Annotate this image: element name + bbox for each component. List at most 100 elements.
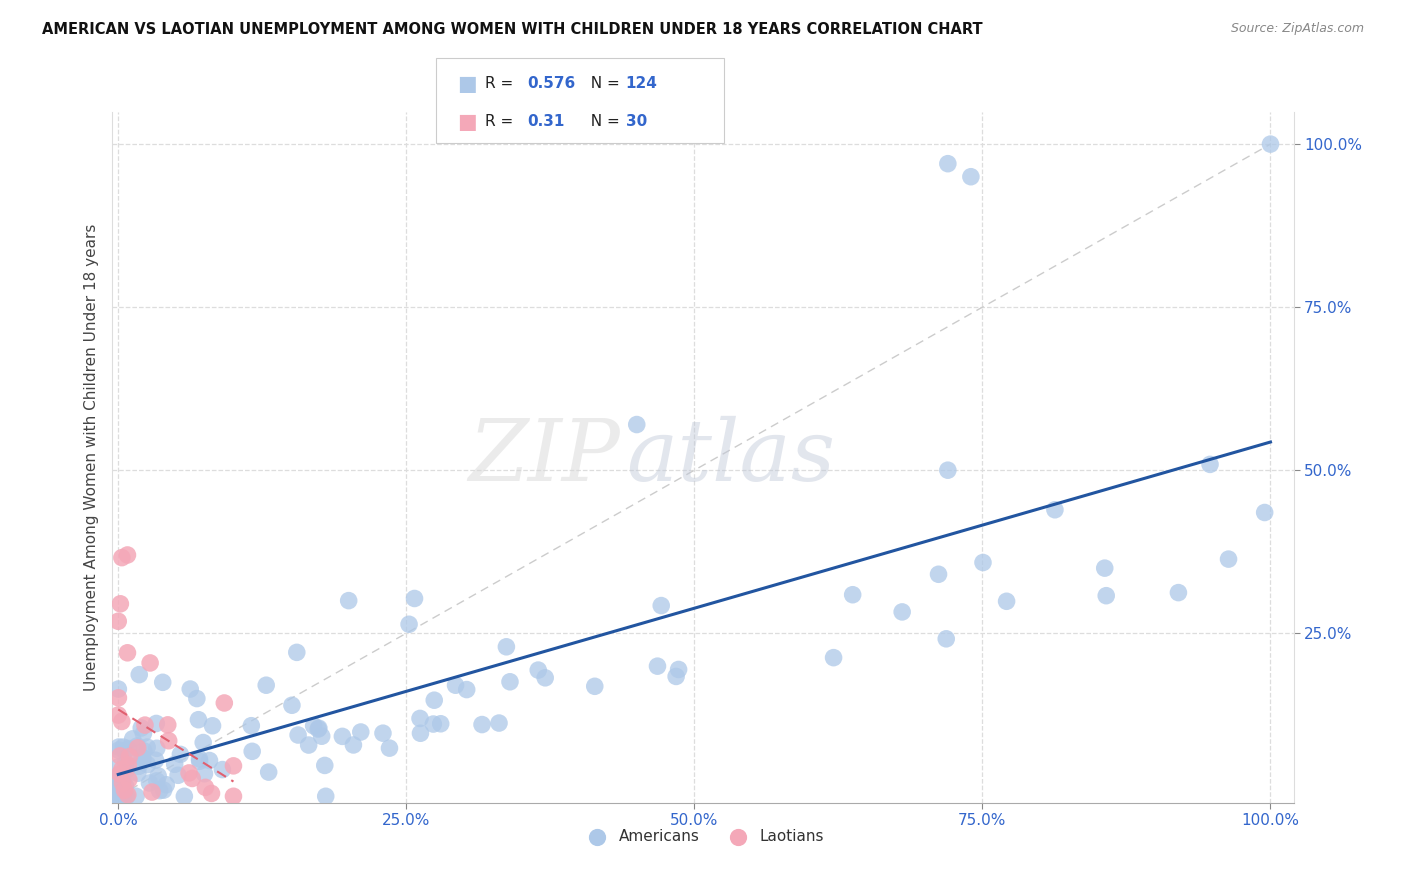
Point: [173, 789, 195, 804]
Point: [193, 735, 215, 749]
Point: [995, 594, 1018, 608]
Point: [141, 785, 163, 799]
Point: [111, 776, 134, 790]
Point: [1218, 552, 1240, 566]
Point: [257, 765, 280, 780]
Point: [107, 681, 129, 696]
Point: [145, 716, 167, 731]
Point: [972, 556, 994, 570]
Point: [960, 169, 983, 184]
Point: [127, 739, 149, 753]
Text: 0.576: 0.576: [527, 76, 575, 91]
Point: [928, 567, 950, 582]
Point: [404, 591, 426, 606]
Point: [841, 588, 863, 602]
Text: atlas: atlas: [626, 416, 835, 499]
Point: [488, 716, 510, 731]
Point: [1199, 458, 1222, 472]
Point: [422, 717, 444, 731]
Point: [287, 728, 309, 742]
Point: [107, 776, 129, 790]
Point: [668, 663, 690, 677]
Point: [311, 729, 333, 743]
Point: [1260, 137, 1282, 152]
Point: [107, 614, 129, 628]
Point: [1043, 502, 1066, 516]
Point: [152, 783, 174, 797]
Point: [332, 730, 354, 744]
Point: [157, 733, 180, 747]
Point: [240, 719, 263, 733]
Point: [115, 789, 138, 804]
Point: [136, 740, 159, 755]
Text: 0.31: 0.31: [527, 114, 565, 129]
Point: [583, 679, 606, 693]
Point: [936, 463, 959, 477]
Point: [148, 783, 170, 797]
Point: [131, 750, 153, 764]
Point: [107, 789, 129, 804]
Point: [114, 783, 136, 797]
Point: [125, 789, 148, 804]
Point: [108, 739, 131, 754]
Point: [145, 753, 167, 767]
Point: [211, 763, 233, 777]
Point: [187, 713, 209, 727]
Point: [254, 678, 277, 692]
Point: [127, 740, 149, 755]
Point: [285, 645, 308, 659]
Point: [177, 765, 200, 780]
Point: [112, 789, 135, 804]
Text: AMERICAN VS LAOTIAN UNEMPLOYMENT AMONG WOMEN WITH CHILDREN UNDER 18 YEARS CORREL: AMERICAN VS LAOTIAN UNEMPLOYMENT AMONG W…: [42, 22, 983, 37]
Point: [307, 722, 329, 736]
Point: [200, 787, 222, 801]
Point: [117, 788, 139, 802]
Point: [665, 669, 688, 683]
Point: [107, 772, 129, 787]
Point: [107, 789, 129, 804]
Point: [138, 776, 160, 790]
Point: [107, 690, 129, 705]
Point: [112, 740, 135, 755]
Point: [198, 754, 221, 768]
Point: [128, 759, 150, 773]
Point: [534, 671, 557, 685]
Point: [650, 599, 672, 613]
Point: [108, 768, 131, 782]
Point: [107, 770, 129, 784]
Point: [423, 693, 446, 707]
Point: [409, 711, 432, 725]
Point: [111, 550, 134, 565]
Point: [108, 748, 131, 763]
Text: ZIP: ZIP: [468, 416, 620, 499]
Point: [444, 678, 467, 692]
Point: [308, 721, 330, 735]
Point: [146, 773, 169, 788]
Point: [1253, 506, 1275, 520]
Point: [222, 789, 245, 804]
Point: [337, 593, 360, 607]
Point: [409, 726, 432, 740]
Point: [1094, 561, 1116, 575]
Point: [111, 774, 134, 789]
Point: [188, 752, 211, 766]
Point: [107, 760, 129, 774]
Point: [314, 758, 336, 772]
Point: [146, 741, 169, 756]
Point: [240, 744, 263, 758]
Text: R =: R =: [485, 76, 519, 91]
Point: [132, 751, 155, 765]
Legend: Americans, Laotians: Americans, Laotians: [576, 823, 830, 850]
Point: [936, 156, 959, 170]
Point: [111, 774, 134, 789]
Text: N =: N =: [581, 114, 624, 129]
Point: [132, 726, 155, 740]
Point: [186, 691, 208, 706]
Point: [128, 667, 150, 681]
Point: [108, 767, 131, 781]
Point: [114, 756, 136, 771]
Point: [139, 656, 162, 670]
Point: [114, 778, 136, 792]
Point: [181, 772, 204, 786]
Point: [110, 772, 132, 786]
